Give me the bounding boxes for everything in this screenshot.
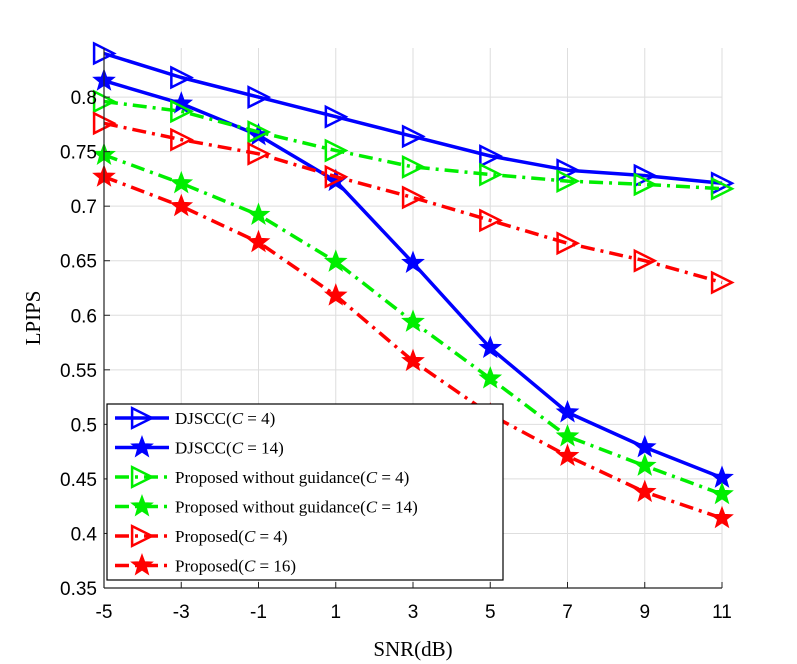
legend-marker <box>130 465 155 489</box>
legend-item: Proposed without guidance(C = 14) <box>115 494 418 517</box>
y-tick-label: 0.7 <box>71 197 97 218</box>
data-point <box>323 249 348 272</box>
series-5 <box>92 111 735 295</box>
x-tick-label: -1 <box>250 602 267 623</box>
legend-item: DJSCC(C = 4) <box>115 406 275 430</box>
data-point <box>479 162 503 187</box>
legend-item: DJSCC(C = 14) <box>115 435 284 458</box>
data-point <box>401 309 425 332</box>
x-tick-label: 11 <box>712 602 732 623</box>
data-point <box>710 176 735 201</box>
axes: -5 -3 -1 1 3 5 7 9 11 0.35 0.4 0.45 0.5 0.55 0.6 0.65 0.… <box>60 48 732 623</box>
data-point <box>556 231 581 256</box>
x-tick-label: 7 <box>562 602 573 623</box>
legend-item: Proposed without guidance(C = 4) <box>115 465 409 489</box>
legend-marker <box>130 435 154 458</box>
legend-box <box>106 403 504 581</box>
y-tick-label: 0.75 <box>60 143 97 164</box>
legend-item: Proposed(C = 16) <box>115 553 296 576</box>
legend-label: Proposed(C = 16) <box>175 557 296 576</box>
data-point <box>479 144 503 168</box>
data-point <box>170 99 194 124</box>
series-line <box>103 99 723 191</box>
data-point <box>169 91 194 114</box>
data-point <box>246 202 271 225</box>
data-point <box>710 270 735 295</box>
y-tick-label: 0.4 <box>71 524 98 545</box>
data-point <box>479 208 503 233</box>
series-line <box>103 175 723 520</box>
data-point <box>555 399 580 423</box>
data-point <box>632 453 657 476</box>
data-point <box>556 169 581 194</box>
y-tick-label: 0.35 <box>60 579 97 600</box>
legend-label: Proposed without guidance(C = 4) <box>175 468 409 487</box>
data-point <box>401 154 426 179</box>
legend-label: DJSCC(C = 14) <box>175 439 284 458</box>
x-tick-label: 1 <box>330 602 341 623</box>
data-point <box>247 141 272 166</box>
legend-marker <box>130 494 154 517</box>
x-tick-label: 5 <box>485 602 496 623</box>
data-point <box>246 229 271 253</box>
data-point <box>401 250 425 273</box>
data-point <box>169 193 194 217</box>
data-point <box>324 104 349 129</box>
data-point <box>632 434 657 458</box>
data-point <box>555 423 580 447</box>
legend-marker <box>130 406 155 430</box>
legend-marker <box>130 524 155 548</box>
data-point <box>247 120 272 144</box>
y-tick-label: 0.45 <box>60 470 97 491</box>
y-tick-label: 0.55 <box>60 361 97 382</box>
x-tick-label: -3 <box>173 602 190 623</box>
data-point <box>478 335 503 359</box>
y-tick-label: 0.8 <box>71 88 97 109</box>
y-axis-title: LPIPS <box>21 291 45 346</box>
legend-label: Proposed(C = 4) <box>175 527 288 546</box>
series-4 <box>92 142 734 505</box>
series-line <box>103 121 723 285</box>
data-point <box>169 170 194 194</box>
legend: DJSCC(C = 4) DJSCC(C = 14) Proposed withou… <box>106 403 504 581</box>
data-point <box>324 164 349 189</box>
series-line <box>103 51 723 186</box>
data-point <box>401 185 426 210</box>
data-point <box>247 85 272 110</box>
data-point <box>633 248 658 273</box>
legend-item: Proposed(C = 4) <box>115 524 288 548</box>
data-point <box>324 138 349 163</box>
data-point <box>170 65 194 90</box>
y-tick-label: 0.65 <box>60 252 97 273</box>
legend-label: Proposed without guidance(C = 14) <box>175 498 418 517</box>
data-point <box>478 366 503 389</box>
y-tick-label: 0.6 <box>71 306 97 327</box>
x-tick-label: 9 <box>639 602 650 623</box>
data-point <box>555 443 580 467</box>
data-point <box>170 127 194 152</box>
y-tick-label: 0.5 <box>71 415 97 436</box>
data-point <box>323 283 348 306</box>
series-2 <box>92 68 734 488</box>
data-point <box>401 124 426 149</box>
data-point <box>633 172 658 197</box>
x-tick-label: 3 <box>408 602 419 623</box>
data-point <box>710 481 734 505</box>
data-point <box>401 348 425 372</box>
legend-label: DJSCC(C = 4) <box>175 409 275 428</box>
data-point <box>710 505 734 529</box>
data-point <box>632 479 657 503</box>
x-tick-label: -5 <box>96 602 113 623</box>
legend-marker <box>130 553 154 576</box>
x-axis-title: SNR(dB) <box>373 637 452 661</box>
